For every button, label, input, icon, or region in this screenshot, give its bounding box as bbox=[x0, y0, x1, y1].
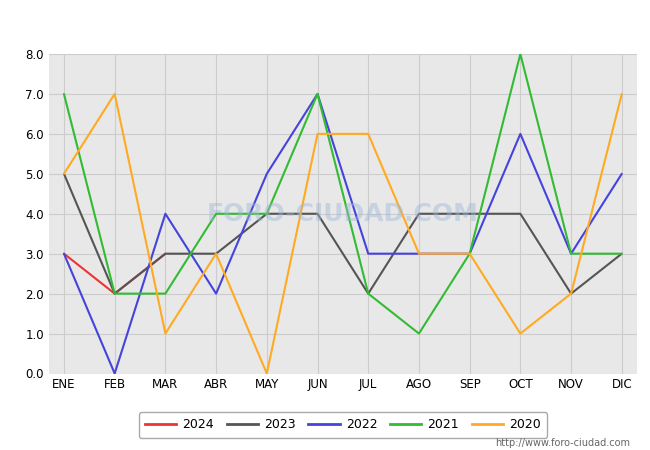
2020 bbox=[313, 131, 321, 137]
2022 bbox=[313, 91, 321, 97]
Line: 2024: 2024 bbox=[64, 254, 165, 294]
2023 bbox=[618, 251, 626, 256]
2023 bbox=[365, 291, 372, 297]
Line: 2023: 2023 bbox=[64, 174, 622, 294]
Text: http://www.foro-ciudad.com: http://www.foro-ciudad.com bbox=[495, 438, 630, 448]
2020 bbox=[212, 251, 220, 256]
2023 bbox=[567, 291, 575, 297]
Text: FORO-CIUDAD.COM: FORO-CIUDAD.COM bbox=[207, 202, 479, 226]
Line: 2021: 2021 bbox=[64, 54, 622, 333]
2024 bbox=[60, 251, 68, 256]
2020 bbox=[567, 291, 575, 297]
2021 bbox=[161, 291, 169, 297]
2023 bbox=[60, 171, 68, 176]
2021 bbox=[567, 251, 575, 256]
Line: 2022: 2022 bbox=[64, 94, 622, 374]
2022 bbox=[517, 131, 525, 137]
2021 bbox=[365, 291, 372, 297]
2024 bbox=[111, 291, 118, 297]
2020 bbox=[618, 91, 626, 97]
2020 bbox=[365, 131, 372, 137]
2021 bbox=[263, 211, 270, 216]
2021 bbox=[517, 51, 525, 57]
2022 bbox=[212, 291, 220, 297]
2021 bbox=[60, 91, 68, 97]
2021 bbox=[415, 331, 423, 336]
2023 bbox=[161, 251, 169, 256]
2022 bbox=[161, 211, 169, 216]
2024 bbox=[161, 251, 169, 256]
2020 bbox=[466, 251, 474, 256]
2022 bbox=[60, 251, 68, 256]
2023 bbox=[111, 291, 118, 297]
2023 bbox=[313, 211, 321, 216]
2020 bbox=[60, 171, 68, 176]
2021 bbox=[212, 211, 220, 216]
2022 bbox=[567, 251, 575, 256]
2020 bbox=[161, 331, 169, 336]
2023 bbox=[517, 211, 525, 216]
Text: Matriculaciones de Vehiculos en Escalona: Matriculaciones de Vehiculos en Escalona bbox=[137, 14, 513, 32]
2022 bbox=[415, 251, 423, 256]
2023 bbox=[263, 211, 270, 216]
2020 bbox=[415, 251, 423, 256]
2021 bbox=[618, 251, 626, 256]
Legend: 2024, 2023, 2022, 2021, 2020: 2024, 2023, 2022, 2021, 2020 bbox=[138, 412, 547, 437]
2020 bbox=[111, 91, 118, 97]
2022 bbox=[365, 251, 372, 256]
2021 bbox=[111, 291, 118, 297]
Line: 2020: 2020 bbox=[64, 94, 622, 374]
2020 bbox=[263, 371, 270, 376]
2023 bbox=[466, 211, 474, 216]
2021 bbox=[466, 251, 474, 256]
2022 bbox=[111, 371, 118, 376]
2022 bbox=[263, 171, 270, 176]
2023 bbox=[212, 251, 220, 256]
2021 bbox=[313, 91, 321, 97]
2022 bbox=[466, 251, 474, 256]
2020 bbox=[517, 331, 525, 336]
2023 bbox=[415, 211, 423, 216]
2022 bbox=[618, 171, 626, 176]
